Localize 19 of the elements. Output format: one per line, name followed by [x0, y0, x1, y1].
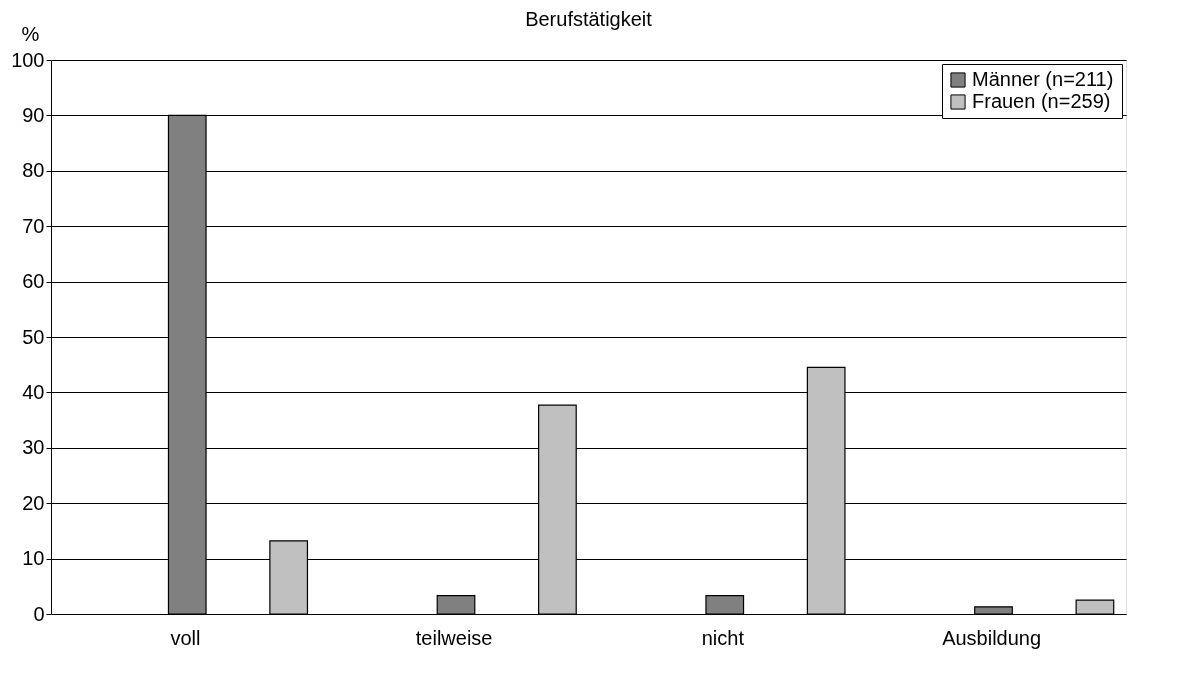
y-tick-label: 60 [22, 270, 45, 293]
legend-label: Frauen (n=259) [972, 90, 1111, 112]
y-tick-label: 80 [22, 159, 45, 182]
chart-title: Berufstätigkeit [525, 8, 653, 30]
y-tick-label: 100 [11, 48, 45, 71]
y-tick-label: 30 [22, 436, 45, 459]
y-tick-label: 90 [22, 103, 45, 126]
x-tick-label: teilweise [415, 626, 493, 649]
y-tick-label: 20 [22, 491, 45, 514]
x-tick-label: nicht [701, 626, 745, 649]
y-tick-label: 10 [22, 547, 45, 570]
x-tick-label: voll [170, 626, 201, 649]
y-tick-label: 40 [22, 380, 45, 403]
legend-label: Männer (n=211) [972, 68, 1114, 90]
y-tick-label: 0 [33, 602, 45, 625]
y-axis-title: % [21, 22, 40, 45]
y-tick-label: 50 [22, 325, 45, 348]
y-tick-label: 70 [22, 214, 45, 237]
x-tick-label: Ausbildung [942, 626, 1042, 649]
